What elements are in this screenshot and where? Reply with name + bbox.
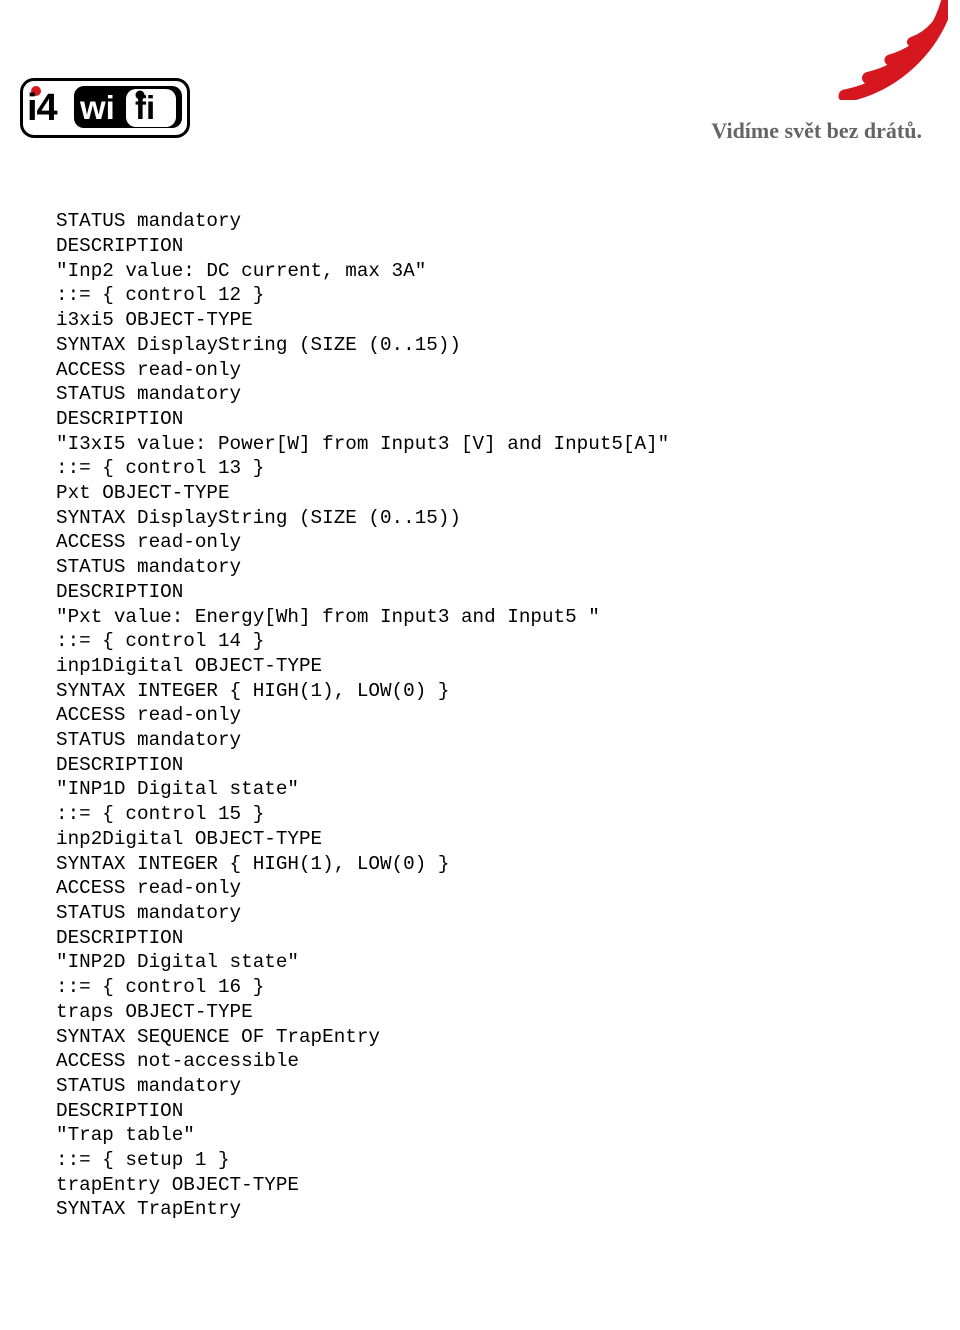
logo-wifi-text: wi fi xyxy=(80,87,190,137)
wifi-arcs-icon xyxy=(818,0,948,100)
page: i4 wi fi Vidíme svět bez drátů. xyxy=(0,0,960,1330)
brand-tagline: Vidíme svět bez drátů. xyxy=(711,118,922,144)
brand-logo: i4 wi fi xyxy=(20,78,190,138)
svg-text:i4: i4 xyxy=(27,87,58,126)
logo-wifi-svg: wi fi xyxy=(80,87,190,129)
svg-text:wi: wi xyxy=(80,89,115,126)
logo-i4-svg: i4 xyxy=(27,82,71,126)
mib-code-block: STATUS mandatory DESCRIPTION "Inp2 value… xyxy=(56,209,906,1222)
